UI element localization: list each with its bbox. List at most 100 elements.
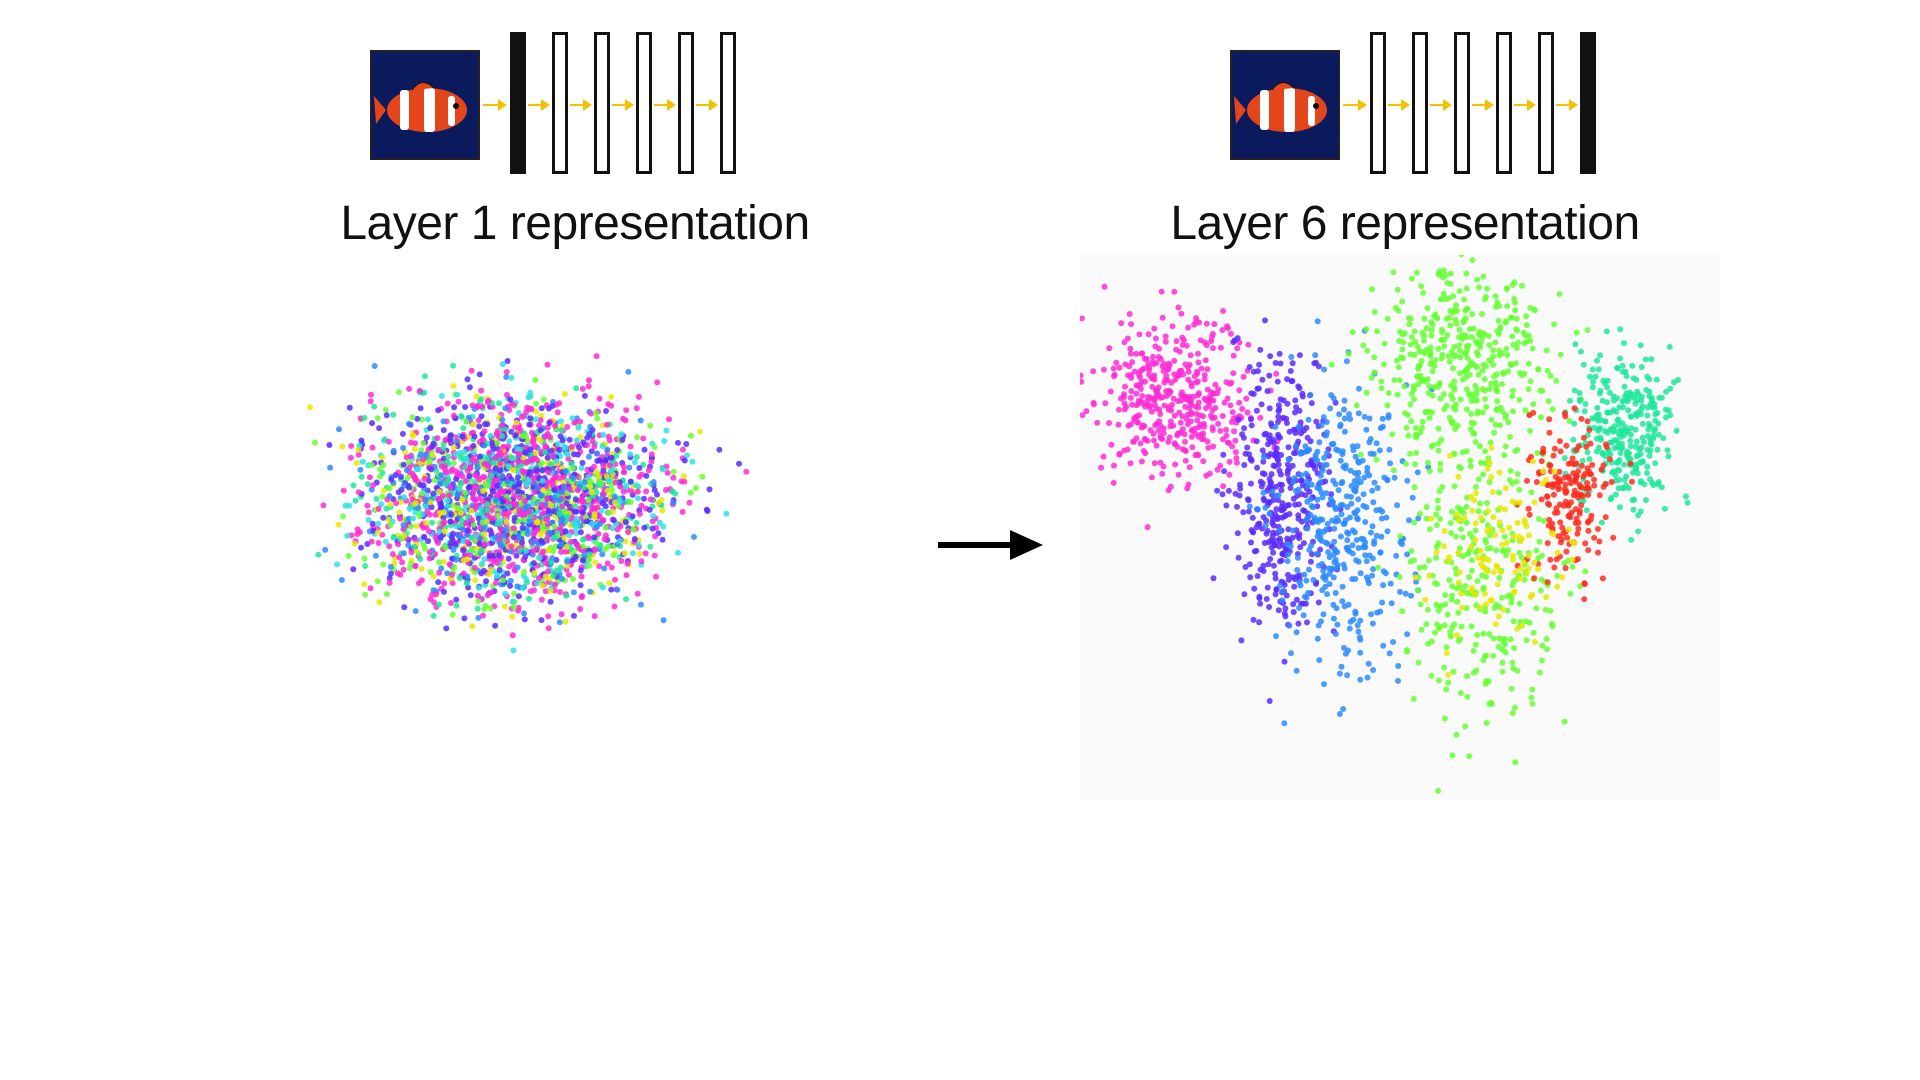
scatter-point: [412, 440, 419, 447]
layer-5-box: [1538, 32, 1554, 174]
scatter-point: [1466, 574, 1472, 581]
scatter-point: [1334, 549, 1341, 556]
scatter-point: [1128, 388, 1135, 395]
scatter-point: [1314, 448, 1321, 455]
scatter-point: [556, 619, 563, 626]
scatter-point: [1231, 428, 1237, 435]
scatter-point: [1270, 549, 1277, 556]
scatter-point: [393, 500, 400, 507]
flow-arrow: [570, 99, 592, 111]
scatter-point: [1446, 358, 1453, 365]
scatter-point: [420, 482, 427, 489]
scatter-point: [1525, 360, 1532, 367]
scatter-point: [480, 473, 487, 480]
scatter-point: [630, 526, 637, 533]
scatter-point: [596, 457, 603, 464]
scatter-point: [1551, 564, 1558, 571]
scatter-point: [1310, 577, 1317, 583]
scatter-point: [1187, 352, 1194, 359]
scatter-point: [596, 563, 603, 570]
scatter-point: [1411, 328, 1418, 335]
scatter-point: [1591, 476, 1598, 483]
scatter-point: [638, 601, 644, 608]
scatter-point: [1272, 591, 1279, 598]
scatter-point: [450, 547, 457, 553]
scatter-point: [418, 565, 425, 572]
scatter-point: [1540, 517, 1547, 524]
scatter-point: [1324, 520, 1331, 527]
scatter-point: [479, 436, 486, 443]
scatter-point: [1230, 370, 1237, 377]
scatter-point: [1556, 291, 1563, 297]
scatter-point: [1469, 257, 1476, 264]
scatter-point: [574, 451, 581, 458]
scatter-point: [1407, 450, 1414, 457]
scatter-point: [566, 436, 573, 443]
scatter-point: [1619, 362, 1626, 369]
scatter-point: [538, 537, 545, 544]
scatter-point: [1162, 338, 1169, 345]
scatter-point: [1165, 387, 1172, 394]
scatter-point: [340, 513, 346, 520]
scatter-point: [1098, 464, 1105, 471]
scatter-point: [1300, 612, 1307, 619]
scatter-point: [1308, 503, 1315, 509]
scatter-point: [568, 460, 575, 467]
scatter-point: [444, 570, 451, 577]
scatter-point: [1531, 575, 1538, 582]
scatter-point: [663, 427, 670, 434]
scatter-point: [438, 501, 444, 508]
scatter-point: [1621, 485, 1628, 491]
scatter-point: [1219, 413, 1226, 419]
scatter-point: [551, 487, 558, 493]
scatter-point: [497, 467, 504, 474]
scatter-point: [605, 543, 612, 550]
scatter-point: [1456, 326, 1463, 333]
scatter-point: [1344, 529, 1351, 536]
scatter-point: [1159, 314, 1166, 321]
scatter-point: [1598, 519, 1605, 526]
scatter-point: [407, 523, 414, 530]
scatter-point: [1211, 321, 1218, 328]
scatter-point: [1145, 361, 1152, 368]
scatter-point: [521, 616, 528, 623]
scatter-point: [533, 408, 539, 415]
scatter-point: [1265, 441, 1271, 448]
scatter-point: [1336, 411, 1343, 418]
scatter-point: [1530, 629, 1537, 636]
scatter-point: [1287, 368, 1294, 374]
scatter-point: [557, 564, 564, 571]
scatter-point: [608, 454, 615, 461]
scatter-point: [1533, 547, 1540, 554]
scatter-point: [1116, 364, 1123, 371]
scatter-point: [534, 519, 541, 526]
scatter-point: [1157, 433, 1164, 440]
scatter-point: [507, 582, 514, 589]
scatter-point: [411, 446, 418, 453]
scatter-point: [1395, 364, 1402, 371]
scatter-point: [1314, 496, 1321, 503]
scatter-point: [460, 570, 467, 577]
scatter-point: [1322, 478, 1329, 485]
scatter-point: [1665, 407, 1672, 414]
scatter-point: [1496, 635, 1503, 642]
scatter-point: [397, 515, 403, 522]
scatter-point: [1347, 416, 1354, 422]
scatter-point: [1608, 479, 1615, 485]
scatter-point: [1443, 315, 1450, 322]
scatter-point: [539, 523, 546, 530]
scatter-point: [422, 373, 428, 380]
scatter-point: [1472, 641, 1479, 648]
scatter-point: [1090, 368, 1097, 375]
scatter-point: [1163, 372, 1170, 379]
scatter-point: [1435, 384, 1442, 390]
scatter-point: [1080, 412, 1086, 419]
scatter-point: [1546, 429, 1553, 436]
scatter-point: [1474, 578, 1481, 585]
scatter-point: [380, 514, 387, 521]
scatter-point: [1509, 582, 1516, 589]
scatter-point: [334, 561, 341, 568]
scatter-point: [1296, 352, 1303, 359]
scatter-point: [1434, 497, 1441, 504]
scatter-point: [1452, 406, 1459, 413]
